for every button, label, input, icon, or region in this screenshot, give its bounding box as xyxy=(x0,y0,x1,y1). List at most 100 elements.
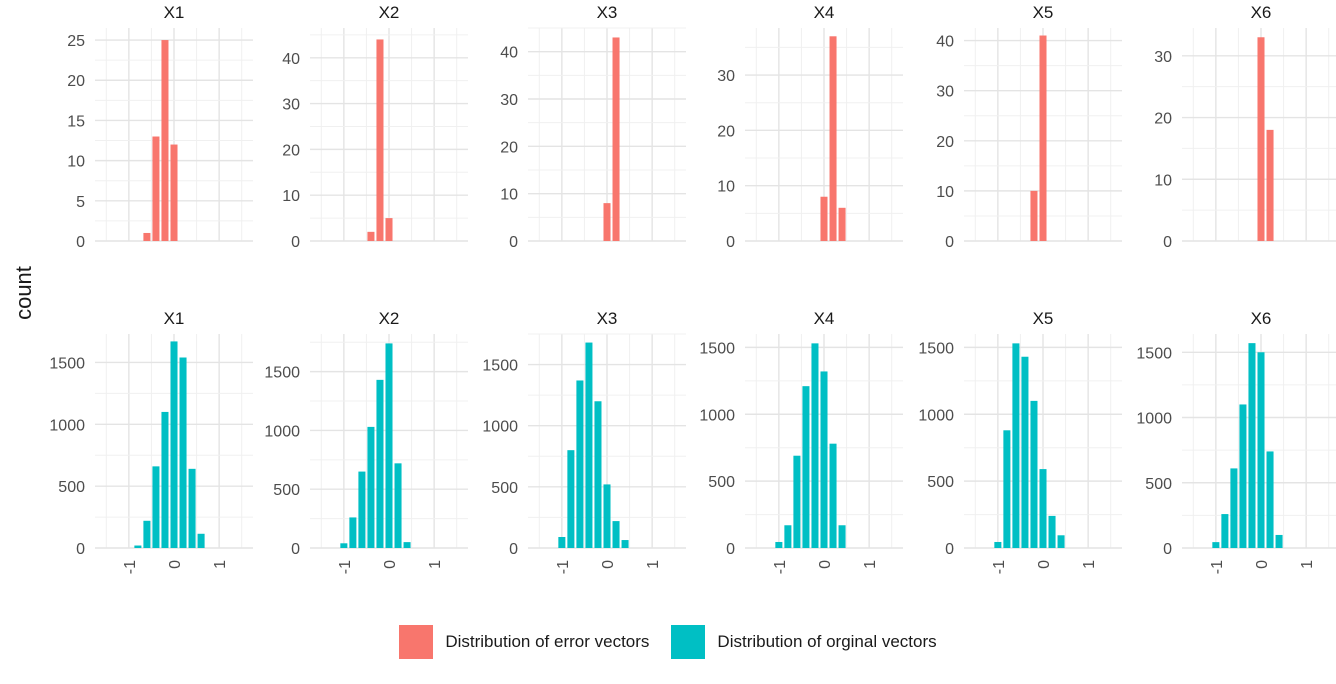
histogram-grid: 0510152025X1010203040X2010203040X3010203… xyxy=(49,3,1336,574)
histogram-bar xyxy=(829,443,837,548)
y-tick-label: 30 xyxy=(282,97,300,114)
y-tick-label: 15 xyxy=(67,113,85,130)
histogram-bar xyxy=(376,379,384,548)
y-tick-label: 0 xyxy=(945,541,954,558)
histogram-bar xyxy=(603,203,611,241)
histogram-bar xyxy=(170,144,178,241)
histogram-bar xyxy=(179,357,187,548)
x-tick-label: -1 xyxy=(122,560,139,574)
legend: Distribution of error vectors Distributi… xyxy=(0,620,1336,664)
y-tick-label: 0 xyxy=(509,541,518,558)
histogram-bar xyxy=(197,533,205,548)
histogram-bar xyxy=(820,371,828,548)
panel-error-x2: 0 10 20 30 40 X2 xyxy=(282,3,468,251)
histogram-bar xyxy=(612,521,620,548)
histogram-bar xyxy=(1030,190,1038,241)
histogram-bar xyxy=(802,386,810,548)
histogram-bar xyxy=(367,426,375,548)
histogram-bar xyxy=(994,541,1002,548)
histogram-bar xyxy=(1275,534,1283,548)
y-tick-label: 500 xyxy=(1145,476,1172,493)
panel-title: X1 xyxy=(164,309,185,328)
x-tick-label: 0 xyxy=(1036,560,1053,569)
y-tick-label: 20 xyxy=(500,139,518,156)
panel-original-x1: 0 500 1000 1500 X1 -1 0 1 xyxy=(49,309,253,574)
x-tick-label: 1 xyxy=(427,560,444,569)
y-tick-label: 10 xyxy=(67,154,85,171)
y-tick-label: 0 xyxy=(76,234,85,251)
x-tick-label: 1 xyxy=(212,560,229,569)
y-tick-label: 40 xyxy=(500,45,518,62)
y-tick-label: 20 xyxy=(67,73,85,90)
y-tick-label: 10 xyxy=(500,187,518,204)
panel-error-x1: 0 5 10 15 20 25 X1 xyxy=(67,3,253,251)
legend-label-error: Distribution of error vectors xyxy=(445,632,650,651)
y-tick-label: 0 xyxy=(76,541,85,558)
panel-error-x5: 0 10 20 30 40 X5 xyxy=(936,3,1122,251)
x-tick-label: 0 xyxy=(817,560,834,569)
y-tick-label: 40 xyxy=(936,34,954,51)
y-tick-label: 1500 xyxy=(918,340,954,357)
y-tick-label: 40 xyxy=(282,51,300,68)
panel-title: X5 xyxy=(1033,309,1054,328)
histogram-bar xyxy=(838,525,846,548)
y-tick-label: 1500 xyxy=(264,365,300,382)
histogram-bar xyxy=(1030,400,1038,548)
panel-title: X4 xyxy=(814,3,835,22)
histogram-bar xyxy=(784,525,792,548)
x-tick-label: 0 xyxy=(167,560,184,569)
histogram-bar xyxy=(394,463,402,548)
histogram-bar xyxy=(188,468,196,548)
histogram-bar xyxy=(1230,468,1238,548)
panel-title: X6 xyxy=(1251,3,1272,22)
y-tick-label: 30 xyxy=(717,68,735,85)
panel-title: X5 xyxy=(1033,3,1054,22)
y-tick-label: 20 xyxy=(936,134,954,151)
panel-title: X3 xyxy=(597,309,618,328)
y-tick-label: 30 xyxy=(500,92,518,109)
x-tick-label: 0 xyxy=(382,560,399,569)
panel-original-x2: 0 500 1000 1500 X2 -1 0 1 xyxy=(264,309,468,574)
y-tick-label: 0 xyxy=(291,541,300,558)
histogram-bar xyxy=(1003,430,1011,548)
histogram-bar xyxy=(340,543,348,548)
y-tick-label: 1500 xyxy=(482,358,518,375)
histogram-bar xyxy=(143,520,151,548)
histogram-bar xyxy=(385,343,393,548)
panel-error-x4: 0 10 20 30 X4 xyxy=(717,3,903,251)
y-tick-label: 20 xyxy=(717,123,735,140)
histogram-bar xyxy=(1048,515,1056,548)
histogram-bar xyxy=(594,401,602,548)
x-tick-label: 0 xyxy=(1254,560,1271,569)
histogram-bar xyxy=(403,542,411,548)
panel-original-x5: 0 500 1000 1500 X5 -1 0 1 xyxy=(918,309,1122,574)
y-tick-label: 10 xyxy=(1154,172,1172,189)
y-tick-label: 0 xyxy=(1163,541,1172,558)
y-tick-label: 1000 xyxy=(1136,411,1172,428)
y-tick-label: 30 xyxy=(936,84,954,101)
legend-swatch-original xyxy=(671,625,706,659)
y-tick-label: 20 xyxy=(282,142,300,159)
y-tick-label: 0 xyxy=(291,234,300,251)
y-tick-label: 1000 xyxy=(918,407,954,424)
x-tick-label: 0 xyxy=(600,560,617,569)
histogram-bar xyxy=(349,517,357,548)
histogram-bar xyxy=(161,40,169,241)
panel-title: X3 xyxy=(597,3,618,22)
y-tick-label: 1500 xyxy=(1136,345,1172,362)
histogram-bar xyxy=(134,545,142,548)
histogram-bar xyxy=(1212,542,1220,548)
y-tick-label: 1000 xyxy=(482,419,518,436)
histogram-bar xyxy=(829,36,837,241)
histogram-bar xyxy=(376,39,384,241)
x-tick-label: 1 xyxy=(1081,560,1098,569)
y-tick-label: 5 xyxy=(76,194,85,211)
histogram-bar xyxy=(161,411,169,548)
panel-error-x3: 0 10 20 30 40 X3 xyxy=(500,3,686,251)
y-tick-label: 0 xyxy=(945,234,954,251)
histogram-bar xyxy=(385,218,393,241)
y-tick-label: 1500 xyxy=(49,355,85,372)
y-tick-label: 10 xyxy=(282,188,300,205)
panel-title: X1 xyxy=(164,3,185,22)
histogram-bar xyxy=(1248,343,1256,548)
